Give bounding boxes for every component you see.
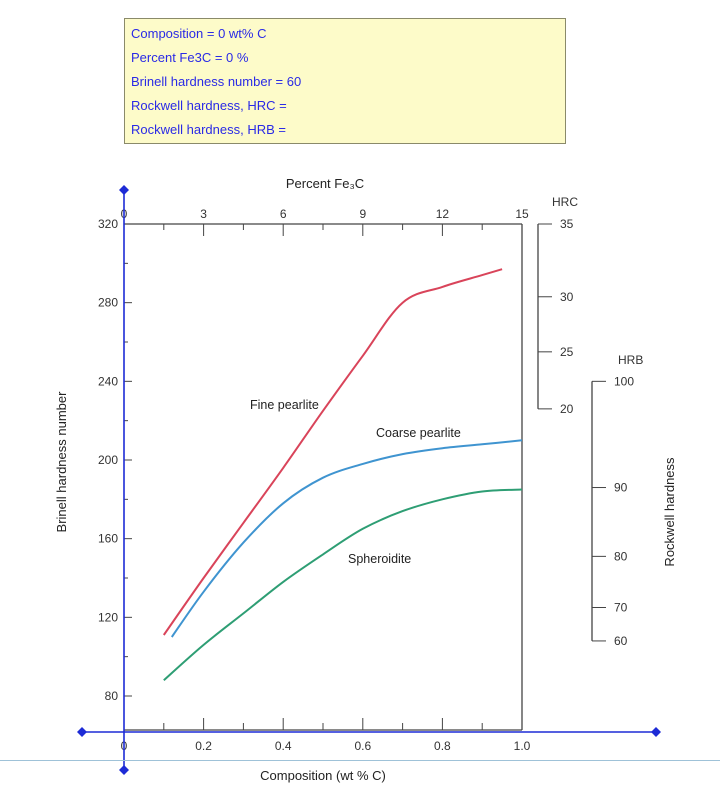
y-tick-label: 200 — [98, 453, 118, 467]
hrc-tick-label: 30 — [560, 290, 574, 304]
hrc-tick-label: 35 — [560, 217, 574, 231]
hrb-tick-label: 80 — [614, 549, 628, 563]
hrc-tick-label: 20 — [560, 402, 574, 416]
top-axis-title: Percent Fe₃C — [286, 176, 364, 191]
coarse-pearlite-curve — [170, 439, 523, 638]
y-tick-label: 280 — [98, 296, 118, 310]
brinell-readout: Brinell hardness number = 60 — [131, 74, 302, 89]
x-tick-label: 0.6 — [354, 739, 371, 753]
y-tick-label: 320 — [98, 217, 118, 231]
coarse-pearlite-label: Coarse pearlite — [376, 426, 461, 440]
hrc-scale-title: HRC — [552, 195, 578, 209]
y-tick-label: 120 — [98, 610, 118, 624]
top-tick-label: 6 — [280, 207, 287, 221]
hrb-tick-label: 90 — [614, 481, 628, 495]
y-tick-label: 160 — [98, 532, 118, 546]
percent-fe3c-readout: Percent Fe3C = 0 % — [131, 50, 249, 65]
hrb-tick-label: 60 — [614, 634, 628, 648]
spheroidite-curve — [163, 488, 523, 682]
cursor-handle-icon — [119, 765, 129, 775]
y-tick-label: 240 — [98, 374, 118, 388]
x-tick-label: 0.4 — [275, 739, 292, 753]
cursor-handle-icon — [77, 727, 87, 737]
top-tick-label: 9 — [359, 207, 366, 221]
x-tick-label: 1.0 — [514, 739, 531, 753]
x-axis-title: Composition (wt % C) — [260, 768, 386, 783]
hrb-scale-title: HRB — [618, 353, 643, 367]
fine-pearlite-curve — [162, 268, 503, 636]
composition-readout: Composition = 0 wt% C — [131, 26, 267, 41]
top-tick-label: 12 — [436, 207, 450, 221]
cursor-handle-icon — [119, 185, 129, 195]
fine-pearlite-label: Fine pearlite — [250, 398, 319, 412]
hrb-tick-label: 100 — [614, 374, 634, 388]
right-axis-title: Rockwell hardness — [662, 457, 677, 567]
info-readout-panel: Composition = 0 wt% C Percent Fe3C = 0 %… — [124, 18, 566, 144]
x-tick-label: 0.8 — [434, 739, 451, 753]
hrc-readout: Rockwell hardness, HRC = — [131, 98, 287, 113]
hrc-tick-label: 25 — [560, 345, 574, 359]
y-axis-title: Brinell hardness number — [54, 391, 69, 533]
bottom-divider — [0, 760, 720, 761]
spheroidite-label: Spheroidite — [348, 552, 411, 566]
x-tick-label: 0.2 — [195, 739, 212, 753]
top-tick-label: 3 — [200, 207, 207, 221]
cursor-handle-icon — [651, 727, 661, 737]
hrb-readout: Rockwell hardness, HRB = — [131, 122, 286, 137]
top-tick-label: 15 — [515, 207, 529, 221]
hrb-tick-label: 70 — [614, 601, 628, 615]
y-tick-label: 80 — [105, 689, 119, 703]
